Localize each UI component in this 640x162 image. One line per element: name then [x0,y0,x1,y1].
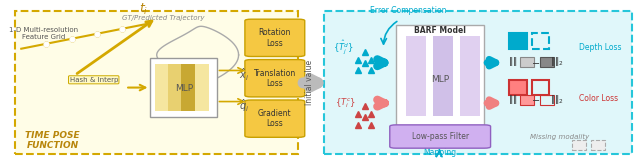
Text: Mapping: Mapping [424,148,457,156]
Text: Error Compensation: Error Compensation [371,6,447,15]
Text: $\|\|_2$: $\|\|_2$ [550,55,564,68]
FancyBboxPatch shape [155,64,170,111]
Text: Pose Error: Pose Error [152,64,187,70]
Text: $\hat{q}_i$: $\hat{q}_i$ [239,98,249,114]
FancyBboxPatch shape [572,140,586,150]
FancyBboxPatch shape [245,60,305,97]
FancyBboxPatch shape [540,57,554,67]
Text: $t_i$: $t_i$ [140,2,148,17]
FancyBboxPatch shape [509,33,527,49]
FancyBboxPatch shape [195,64,209,111]
Text: $\|\|$: $\|\|$ [508,93,517,106]
Text: Missing modality: Missing modality [531,134,589,140]
Text: BARF Model: BARF Model [414,26,466,35]
Text: $\{T_i^c\}$: $\{T_i^c\}$ [335,96,356,110]
FancyBboxPatch shape [324,11,632,154]
Text: MLP: MLP [431,75,449,84]
Text: 1-D Multi-resolution
Feature Grid: 1-D Multi-resolution Feature Grid [9,27,78,40]
FancyBboxPatch shape [509,80,527,95]
Text: Color Loss: Color Loss [579,94,618,103]
Text: Hash & Interp: Hash & Interp [70,77,118,83]
FancyBboxPatch shape [433,36,453,116]
FancyBboxPatch shape [520,57,534,67]
FancyBboxPatch shape [591,140,605,150]
FancyBboxPatch shape [15,11,298,154]
Text: GT/Predicted Trajectory: GT/Predicted Trajectory [122,15,204,21]
FancyBboxPatch shape [245,19,305,57]
Text: $\{\hat{T}_j^d\}$: $\{\hat{T}_j^d\}$ [333,38,354,56]
Text: $\hat{x}_i$: $\hat{x}_i$ [239,67,248,83]
Text: TIME POSE
FUNCTION: TIME POSE FUNCTION [26,131,80,150]
FancyBboxPatch shape [150,58,216,117]
FancyBboxPatch shape [168,64,183,111]
FancyBboxPatch shape [181,64,196,111]
FancyBboxPatch shape [390,125,491,148]
Text: Low-pass Filter: Low-pass Filter [412,132,468,141]
FancyBboxPatch shape [406,36,426,116]
Text: Translation
Loss: Translation Loss [253,69,296,88]
Text: $-$: $-$ [531,57,541,67]
FancyBboxPatch shape [245,100,305,137]
FancyBboxPatch shape [460,36,481,116]
Text: $-$: $-$ [531,94,541,104]
Text: Gradient
Loss: Gradient Loss [258,109,292,128]
Text: $\|\|_2$: $\|\|_2$ [550,93,564,106]
FancyBboxPatch shape [396,25,484,126]
Text: Rotation
Loss: Rotation Loss [259,28,291,47]
Text: MLP: MLP [175,84,193,93]
Text: $\|\|$: $\|\|$ [508,55,517,68]
Text: Depth Loss: Depth Loss [579,43,621,52]
FancyBboxPatch shape [520,95,534,105]
Text: Initial value: Initial value [305,60,314,105]
